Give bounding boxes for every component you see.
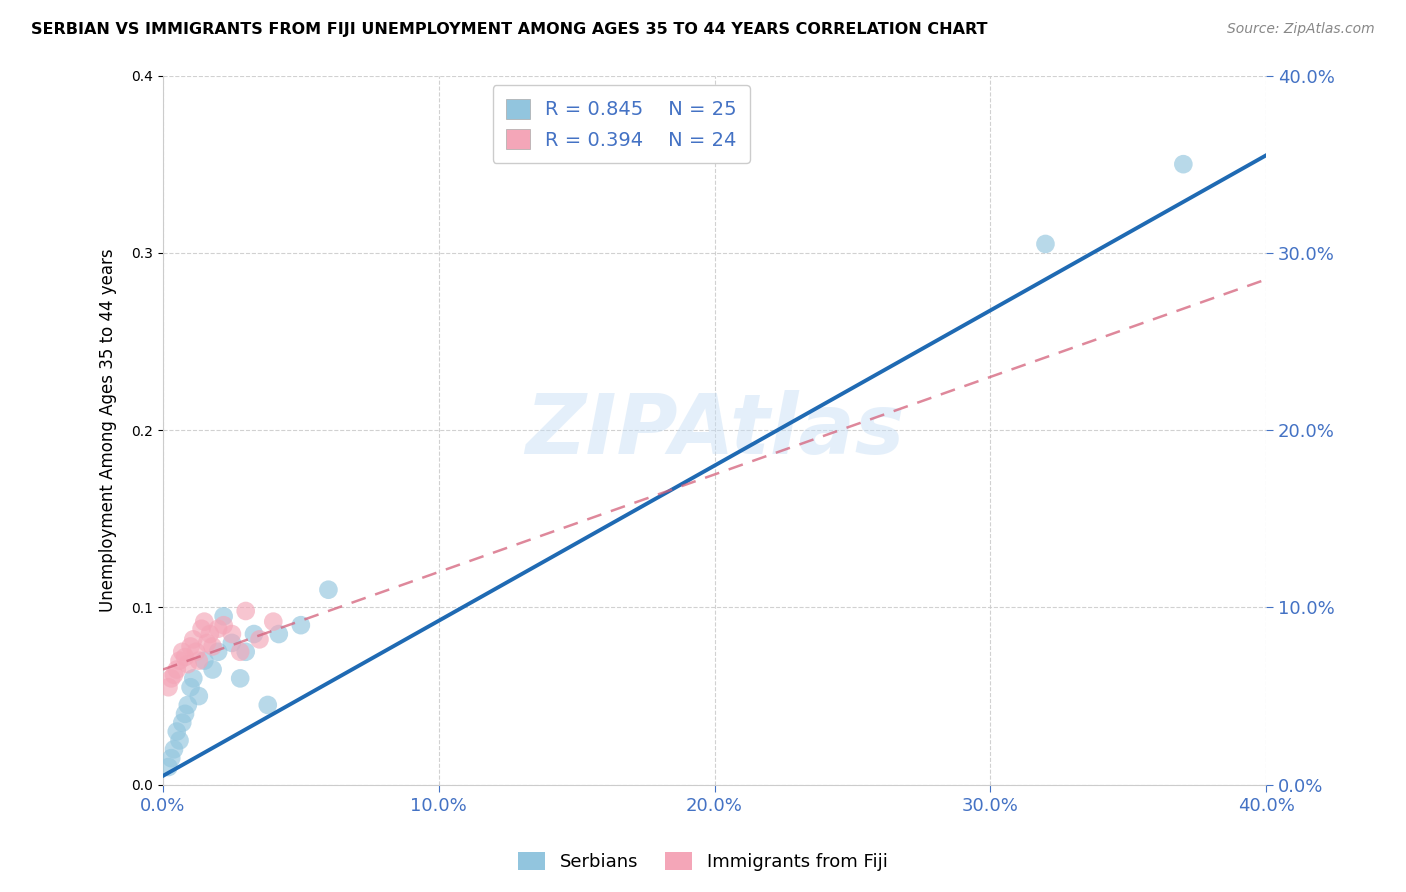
Point (212, 609, 235, 624)
Point (1173, 157, 1195, 171)
Point (181, 632, 204, 647)
Point (172, 645, 194, 659)
Point (163, 742, 186, 756)
Point (249, 632, 271, 647)
Point (1035, 237, 1057, 252)
Point (207, 645, 229, 659)
Point (160, 672, 183, 686)
Point (160, 751, 183, 765)
Point (163, 668, 186, 682)
Point (198, 627, 221, 641)
Point (187, 689, 209, 703)
Text: Source: ZipAtlas.com: Source: ZipAtlas.com (1227, 22, 1375, 37)
Point (166, 724, 188, 739)
Point (229, 645, 252, 659)
Point (181, 672, 204, 686)
Point (221, 636, 243, 650)
Point (212, 618, 235, 632)
Point (177, 698, 200, 712)
Point (180, 680, 202, 694)
Point (193, 654, 215, 668)
Point (256, 698, 278, 712)
Point (190, 622, 212, 636)
Y-axis label: Unemployment Among Ages 35 to 44 years: Unemployment Among Ages 35 to 44 years (100, 248, 117, 612)
Point (157, 680, 180, 694)
Point (180, 640, 202, 654)
Point (235, 604, 257, 618)
Point (195, 636, 218, 650)
Point (166, 663, 188, 677)
Point (267, 627, 290, 641)
Point (174, 650, 197, 665)
Point (235, 645, 257, 659)
Point (207, 622, 229, 636)
Legend: Serbians, Immigrants from Fiji: Serbians, Immigrants from Fiji (510, 845, 896, 879)
Point (169, 654, 191, 668)
Point (201, 640, 224, 654)
Point (243, 627, 266, 641)
Point (169, 733, 191, 747)
Point (184, 645, 207, 659)
Point (172, 715, 194, 730)
Text: ZIPAtlas: ZIPAtlas (524, 390, 904, 471)
Point (262, 615, 284, 629)
Point (201, 663, 224, 677)
Point (177, 657, 200, 672)
Text: SERBIAN VS IMMIGRANTS FROM FIJI UNEMPLOYMENT AMONG AGES 35 TO 44 YEARS CORRELATI: SERBIAN VS IMMIGRANTS FROM FIJI UNEMPLOY… (31, 22, 987, 37)
Point (318, 582, 340, 597)
Point (193, 615, 215, 629)
Legend: R = 0.845    N = 25, R = 0.394    N = 24: R = 0.845 N = 25, R = 0.394 N = 24 (492, 86, 751, 163)
Point (187, 654, 209, 668)
Point (290, 618, 312, 632)
Point (157, 760, 180, 774)
Point (221, 627, 243, 641)
Point (229, 672, 252, 686)
Point (174, 706, 197, 721)
